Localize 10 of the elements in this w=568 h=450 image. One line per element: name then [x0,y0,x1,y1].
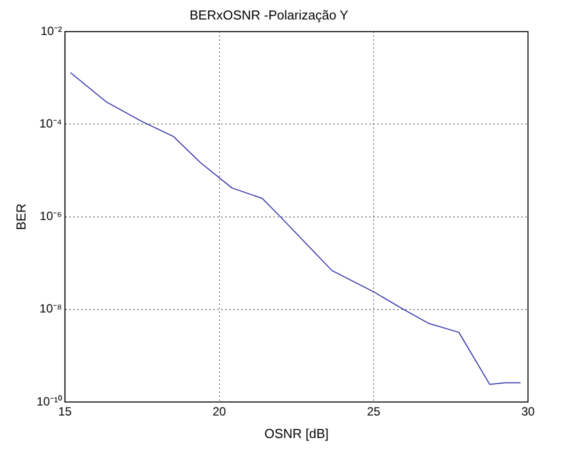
chart-title: BERxOSNR -Polarização Y [190,7,349,22]
x-tick-label: 25 [366,404,381,419]
x-axis-title: OSNR [dB] [264,426,329,441]
x-tick-label: 30 [521,404,535,419]
y-tick-label: 10⁻⁴ [39,116,62,131]
x-tick-label: 20 [212,404,226,419]
y-axis-title: BER [13,203,28,230]
y-tick-label: 10⁻² [40,24,62,38]
y-tick-label: 10⁻⁸ [40,302,62,316]
y-tick-label: 10⁻⁶ [40,209,62,224]
